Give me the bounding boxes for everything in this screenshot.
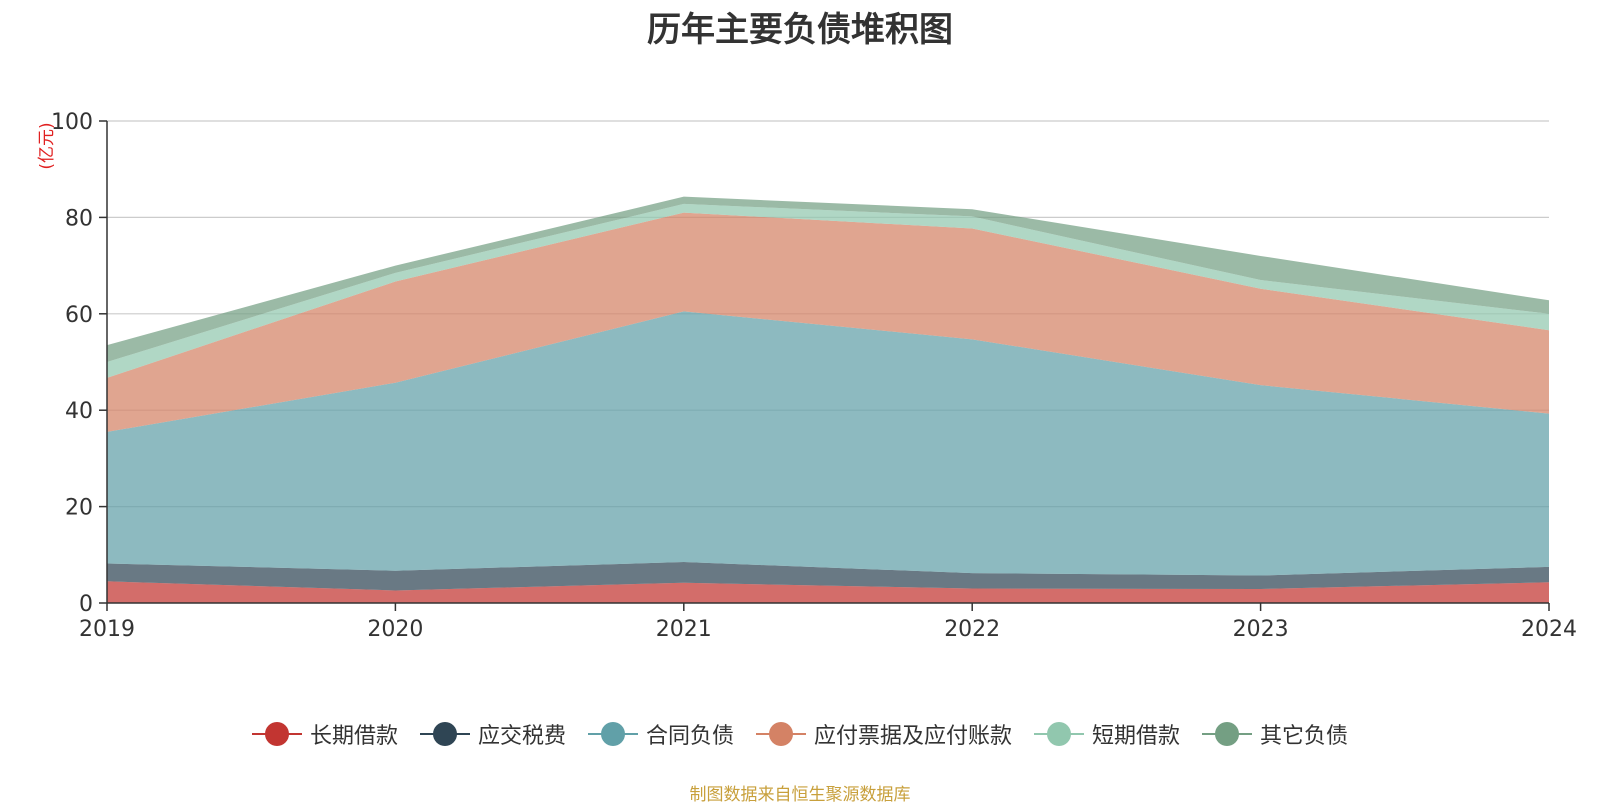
y-tick-label: 20 — [65, 496, 93, 521]
legend-marker-icon — [251, 721, 302, 747]
area-series-3 — [107, 311, 1549, 576]
legend-label: 长期借款 — [309, 724, 398, 749]
legend-marker-icon — [419, 721, 470, 747]
legend-item-6[interactable]: 其它负债 — [1202, 718, 1348, 750]
y-axis-unit-label: (亿元) — [37, 122, 57, 169]
x-tick-label: 2019 — [79, 617, 135, 642]
x-tick-label: 2020 — [367, 617, 423, 642]
area-series-4 — [107, 212, 1549, 432]
area-series-2 — [107, 562, 1549, 591]
x-tick-label: 2024 — [1521, 617, 1577, 642]
legend-label: 应交税费 — [477, 724, 566, 749]
legend-label: 应付票据及应付账款 — [814, 724, 1013, 749]
legend-item-3[interactable]: 合同负债 — [587, 718, 734, 750]
legend: 长期借款 应交税费 合同负债 应付票据及应付账款 短期借款 其它负债 — [0, 718, 1600, 750]
legend-item-4[interactable]: 应付票据及应付账款 — [756, 718, 1012, 750]
legend-marker-icon — [587, 721, 638, 747]
legend-item-5[interactable]: 短期借款 — [1034, 718, 1180, 750]
chart-title: 历年主要负债堆积图 — [647, 10, 953, 50]
x-tick-label: 2022 — [944, 617, 1000, 642]
legend-label: 短期借款 — [1092, 724, 1181, 749]
area-series-6 — [107, 196, 1549, 362]
area-series-1 — [107, 581, 1549, 603]
legend-label: 合同负债 — [645, 724, 734, 749]
x-tick-label: 2023 — [1233, 617, 1289, 642]
legend-item-2[interactable]: 应交税费 — [419, 718, 566, 750]
y-tick-label: 40 — [65, 399, 93, 424]
y-tick-label: 60 — [65, 303, 93, 328]
legend-item-1[interactable]: 长期借款 — [251, 718, 398, 750]
source-note: 制图数据来自恒生聚源数据库 — [689, 785, 911, 805]
legend-marker-icon — [756, 721, 806, 747]
y-tick-label: 80 — [65, 206, 93, 231]
legend-marker-icon — [1034, 721, 1085, 747]
y-tick-label: 100 — [51, 110, 93, 135]
legend-label: 其它负债 — [1260, 724, 1349, 749]
x-tick-label: 2021 — [656, 617, 712, 642]
y-tick-label: 0 — [79, 592, 93, 617]
legend-marker-icon — [1202, 721, 1253, 747]
